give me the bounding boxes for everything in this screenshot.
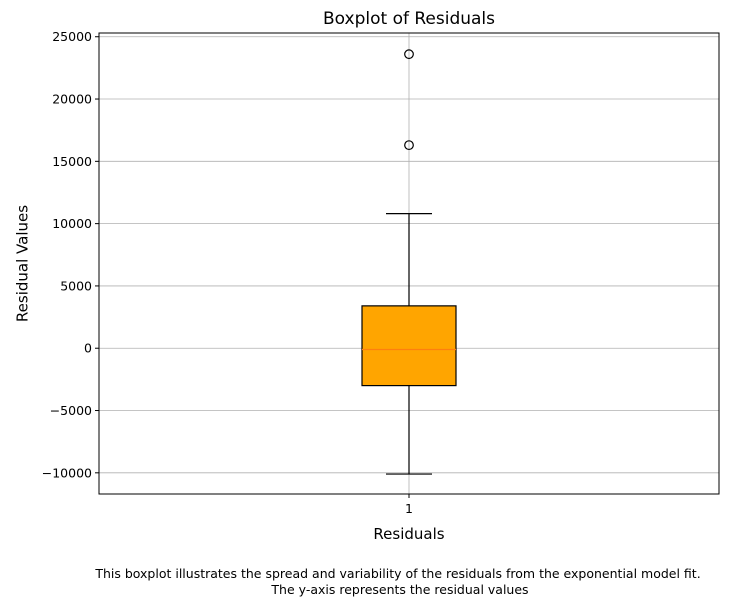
y-tick-label: −5000 [50,403,92,418]
chart-title: Boxplot of Residuals [323,9,495,29]
tick-marks: −10000 −5000 0 5000 10000 15000 20000 25000 1 [42,29,413,516]
caption-line-1: This boxplot illustrates the spread and … [94,566,700,581]
y-axis-label: Residual Values [14,205,32,322]
y-tick-label: 15000 [52,154,92,169]
y-tick-label: 10000 [52,216,92,231]
iqr-box [361,305,457,387]
y-tick-label: −10000 [42,465,92,480]
y-tick-label: 0 [84,341,92,356]
x-axis-label: Residuals [373,525,444,543]
outlier-point [404,49,414,60]
y-tick-label: 5000 [60,278,92,293]
caption-line-2: The y-axis represents the residual value… [270,582,528,597]
outlier-point [404,140,414,151]
y-tick-label: 25000 [52,29,92,44]
y-tick-label: 20000 [52,92,92,107]
box-elements [361,49,457,475]
x-tick-label: 1 [405,501,413,516]
